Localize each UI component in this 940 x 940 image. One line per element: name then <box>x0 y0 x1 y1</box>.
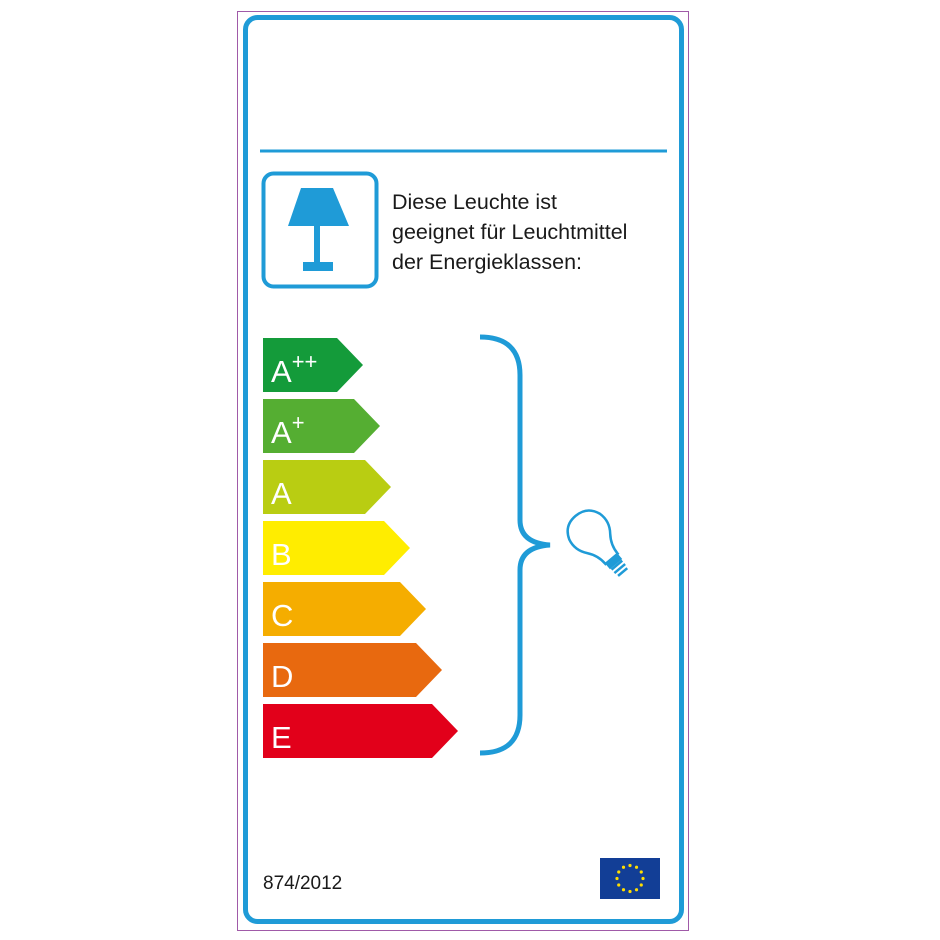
eu-star <box>628 863 632 868</box>
energy-class-arrow <box>263 338 363 392</box>
eu-flag-icon <box>600 858 660 899</box>
energy-class-arrow <box>263 704 458 758</box>
lamp-icon <box>261 171 379 289</box>
energy-class-arrow <box>263 643 442 697</box>
eu-star <box>617 883 621 887</box>
eu-star <box>641 876 645 881</box>
eu-star <box>628 889 632 894</box>
energy-class-arrow <box>263 460 391 514</box>
energy-class-e: E <box>263 704 458 758</box>
energy-class-b: B <box>263 521 410 575</box>
outer-frame <box>237 11 689 931</box>
description-line: geeignet für Leuchtmittel <box>392 220 628 244</box>
eu-star <box>615 876 619 881</box>
energy-class-label: A <box>271 476 292 511</box>
energy-class-a: A <box>263 460 391 514</box>
energy-class-aplus: A+ <box>263 399 380 453</box>
energy-class-label: A+ <box>271 410 305 450</box>
energy-class-label: C <box>271 598 293 633</box>
regulation-number: 874/2012 <box>263 873 343 894</box>
label-border <box>243 15 684 924</box>
eu-star <box>634 888 639 892</box>
eu-star <box>639 870 643 874</box>
energy-class-label: B <box>271 537 292 572</box>
light-bulb-icon <box>566 509 629 577</box>
eu-star <box>617 870 621 874</box>
energy-class-aplusplus: A++ <box>263 338 363 392</box>
description-line: der Energieklassen: <box>392 250 583 274</box>
energy-class-d: D <box>263 643 442 697</box>
eu-star <box>639 883 643 887</box>
brace <box>479 334 551 756</box>
energy-class-label: E <box>271 720 292 755</box>
energy-class-c: C <box>263 582 426 636</box>
energy-class-arrow <box>263 521 410 575</box>
eu-star <box>621 865 626 869</box>
eu-star <box>621 888 626 892</box>
description: Diese Leuchte ist geeignet für Leuchtmit… <box>392 187 627 277</box>
energy-class-arrow <box>263 582 426 636</box>
eu-star <box>634 865 639 869</box>
description-line: Diese Leuchte ist <box>392 190 557 214</box>
energy-class-label: D <box>271 659 293 694</box>
energy-class-arrow <box>263 399 380 453</box>
